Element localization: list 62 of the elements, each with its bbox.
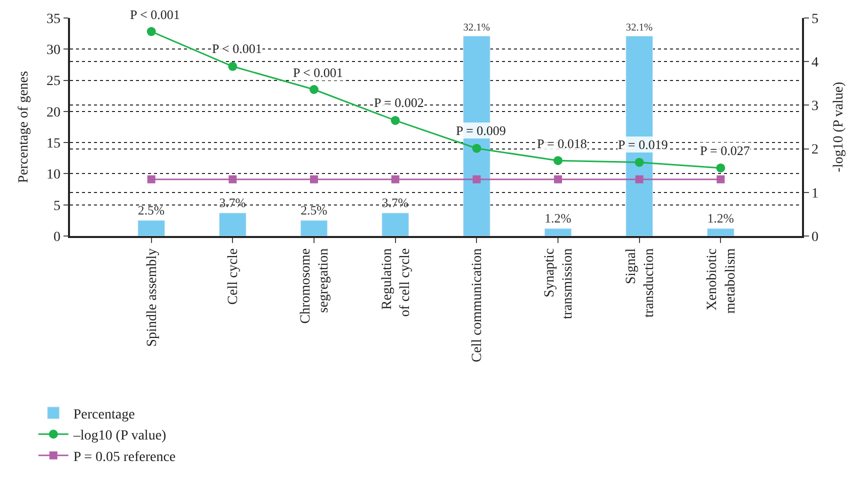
bar bbox=[219, 212, 246, 236]
point bbox=[472, 175, 481, 184]
bar bbox=[382, 212, 409, 236]
y2-tick-label: 5 bbox=[812, 12, 819, 27]
point bbox=[635, 175, 644, 184]
point bbox=[310, 175, 318, 184]
y2-tick-label: 3 bbox=[812, 99, 819, 114]
point bbox=[390, 116, 400, 125]
annotation: P = 0.018 bbox=[537, 136, 587, 151]
y2-tick-label: 2 bbox=[812, 142, 819, 158]
legend-label: P = 0.05 reference bbox=[73, 450, 176, 465]
bar bbox=[707, 228, 734, 236]
point bbox=[228, 175, 237, 184]
y-tick-label: 30 bbox=[46, 43, 60, 58]
data-label: 32.1% bbox=[463, 22, 490, 34]
legend-label: Percentage bbox=[73, 407, 135, 422]
y2-tick-label: 1 bbox=[812, 186, 819, 202]
data-label: 2.5% bbox=[138, 203, 165, 218]
y-tick-label: 20 bbox=[46, 105, 60, 120]
data-label: 3.7% bbox=[382, 196, 409, 210]
bar bbox=[138, 220, 165, 236]
annotation: P = 0.027 bbox=[700, 143, 750, 158]
point bbox=[554, 175, 562, 184]
data-label: 3.7% bbox=[219, 196, 246, 210]
point bbox=[310, 85, 318, 94]
y2-tick-label: 0 bbox=[812, 230, 819, 245]
y-tick-label: 15 bbox=[46, 136, 60, 152]
legend-label: –log10 (P value) bbox=[72, 428, 167, 444]
bar bbox=[300, 220, 328, 236]
y-tick-label: 25 bbox=[46, 74, 60, 90]
point bbox=[716, 175, 725, 184]
point bbox=[634, 158, 644, 167]
x-tick-label: Chromosome segregation bbox=[298, 248, 332, 324]
annotation: P = 0.009 bbox=[456, 123, 506, 138]
point bbox=[146, 27, 156, 36]
x-tick-label: Cell cycle bbox=[226, 248, 242, 305]
point bbox=[147, 175, 156, 184]
data-label: 1.2% bbox=[707, 212, 734, 226]
annotation: P < 0.001 bbox=[130, 7, 180, 22]
point bbox=[472, 144, 482, 153]
y-tick-label: 0 bbox=[53, 230, 60, 245]
annotation: P = 0.019 bbox=[618, 137, 668, 152]
y-axis-title: Percentage of genes bbox=[16, 71, 32, 183]
annotation: P = 0.002 bbox=[374, 95, 424, 110]
point bbox=[228, 62, 238, 71]
data-label: 2.5% bbox=[300, 203, 328, 218]
point bbox=[716, 163, 726, 172]
data-label: 1.2% bbox=[544, 212, 572, 226]
annotation: P < 0.001 bbox=[212, 41, 262, 56]
y-tick-label: 10 bbox=[46, 168, 60, 183]
x-tick-label: Cell communication bbox=[470, 248, 486, 362]
y-tick-label: 35 bbox=[46, 12, 60, 27]
annotation: P < 0.001 bbox=[293, 65, 343, 80]
y2-tick-label: 4 bbox=[812, 56, 819, 70]
point bbox=[554, 156, 562, 166]
x-tick-label: Synaptic transmission bbox=[542, 248, 576, 320]
bar bbox=[544, 228, 572, 236]
x-tick-label: Spindle assembly bbox=[144, 248, 160, 347]
point bbox=[391, 175, 400, 184]
y2-axis-title: -log10 (P value) bbox=[831, 81, 846, 172]
y-tick-label: 5 bbox=[53, 198, 60, 214]
data-label: 32.1% bbox=[626, 22, 653, 34]
